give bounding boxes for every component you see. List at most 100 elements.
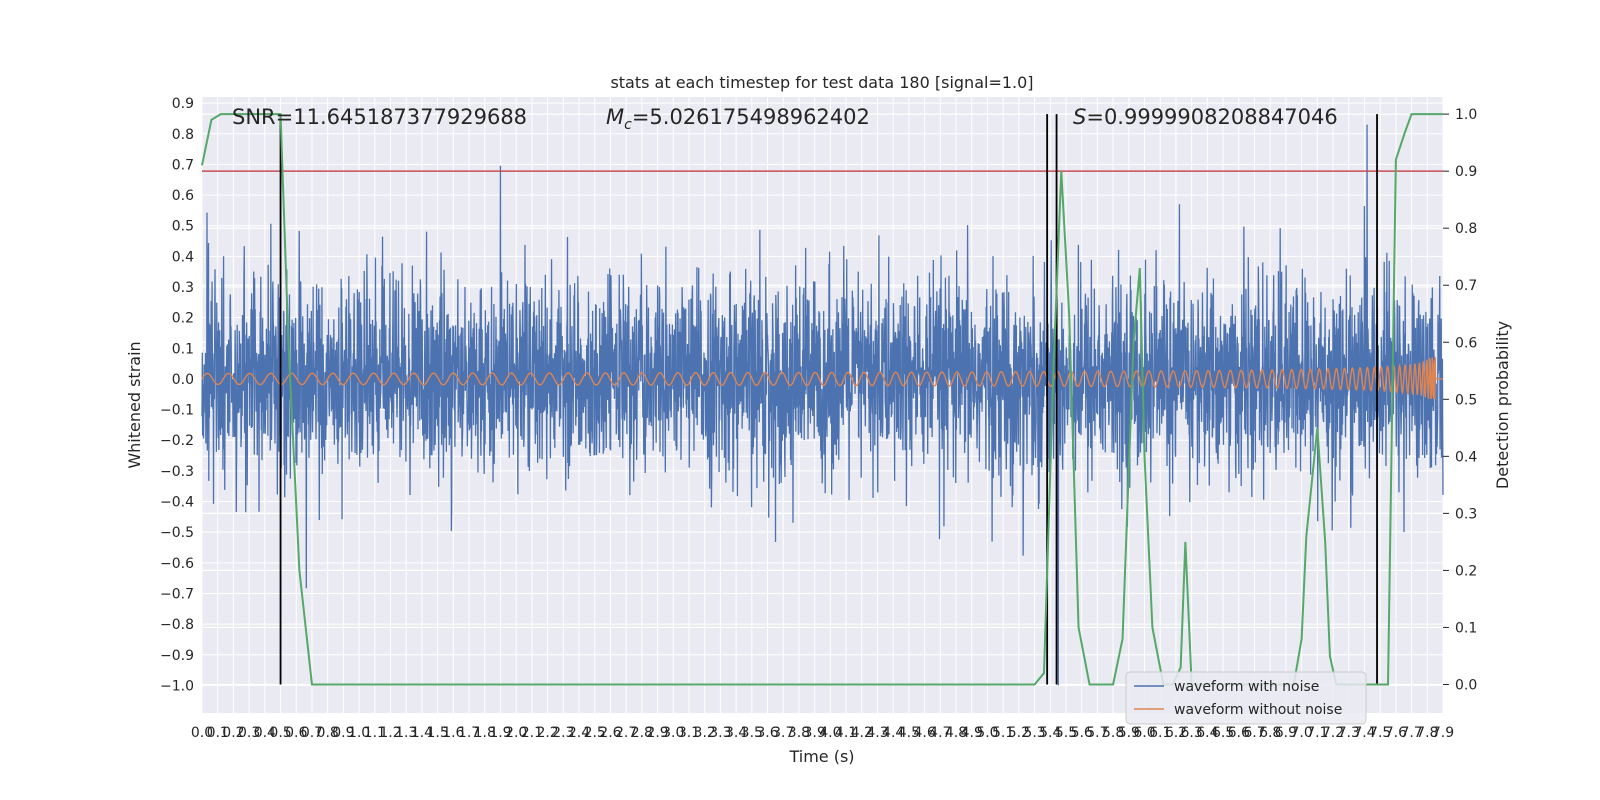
chart-title: stats at each timestep for test data 180…	[610, 73, 1033, 92]
x-tick-label: 1.1	[364, 725, 386, 741]
x-tick-label: 7.0	[1290, 725, 1312, 741]
x-tick-label: 7.8	[1416, 725, 1438, 741]
x-tick-label: 2.6	[599, 725, 621, 741]
y-tick-label: −0.7	[160, 586, 194, 602]
score-annotation: S=0.9999908208847046	[1073, 105, 1338, 129]
x-axis-label: Time (s)	[788, 747, 854, 766]
x-tick-label: 5.7	[1086, 725, 1108, 741]
legend-label-clean: waveform without noise	[1174, 702, 1342, 718]
x-tick-label: 1.4	[411, 725, 433, 741]
y2-tick-label: 0.7	[1455, 278, 1477, 294]
y2-tick-label: 0.4	[1455, 449, 1477, 465]
x-tick-label: 2.7	[615, 725, 637, 741]
x-tick-label: 4.7	[929, 725, 951, 741]
x-tick-label: 6.5	[1212, 725, 1234, 741]
y-axis-label: Whitened strain	[125, 341, 144, 468]
chirp-mass-value: =5.026175498962402	[632, 105, 870, 129]
x-tick-label: 2.0	[505, 725, 527, 741]
y-tick-label: 0.7	[172, 157, 194, 173]
x-tick-label: 3.2	[694, 725, 716, 741]
legend-label-noise: waveform with noise	[1174, 679, 1319, 695]
y-tick-label: 0.6	[172, 188, 194, 204]
x-tick-label: 6.4	[1196, 725, 1218, 741]
x-tick-label: 1.2	[379, 725, 401, 741]
x-tick-label: 2.8	[631, 725, 653, 741]
y2-tick-label: 0.0	[1455, 677, 1477, 693]
x-tick-label: 4.1	[835, 725, 857, 741]
x-tick-label: 0.2	[222, 725, 244, 741]
x-tick-label: 5.4	[1039, 725, 1061, 741]
x-tick-label: 4.2	[851, 725, 873, 741]
x-tick-label: 4.5	[898, 725, 920, 741]
x-tick-label: 4.9	[961, 725, 983, 741]
x-tick-label: 6.0	[1133, 725, 1155, 741]
y2-tick-label: 0.3	[1455, 506, 1477, 522]
chirp-mass-symbol: M	[606, 105, 624, 129]
x-tick-label: 0.7	[301, 725, 323, 741]
x-tick-label: 7.2	[1322, 725, 1344, 741]
x-tick-label: 0.9	[332, 725, 354, 741]
x-tick-label: 2.1	[521, 725, 543, 741]
x-tick-label: 3.3	[709, 725, 731, 741]
x-tick-label: 5.8	[1102, 725, 1124, 741]
x-tick-label: 5.6	[1071, 725, 1093, 741]
x-tick-label: 2.4	[568, 725, 590, 741]
x-tick-label: 6.1	[1149, 725, 1171, 741]
y-tick-label: 0.9	[172, 96, 194, 112]
y-tick-label: 0.3	[172, 280, 194, 296]
x-tick-label: 7.3	[1338, 725, 1360, 741]
x-tick-label: 1.5	[427, 725, 449, 741]
x-tick-label: 1.9	[489, 725, 511, 741]
x-tick-label: 1.8	[474, 725, 496, 741]
x-tick-label: 6.7	[1243, 725, 1265, 741]
x-tick-label: 2.2	[536, 725, 558, 741]
y2-tick-label: 0.5	[1455, 392, 1477, 408]
y-tick-label: −0.5	[160, 525, 194, 541]
x-tick-label: 4.6	[913, 725, 935, 741]
x-tick-label: 6.6	[1228, 725, 1250, 741]
x-tick-label: 0.6	[285, 725, 307, 741]
x-tick-label: 3.0	[662, 725, 684, 741]
y-tick-label: 0.4	[172, 249, 194, 265]
x-tick-label: 1.7	[458, 725, 480, 741]
y-tick-label: −0.9	[160, 648, 194, 664]
legend: waveform with noise waveform without noi…	[1125, 671, 1367, 725]
chirp-mass-subscript: c	[624, 117, 632, 133]
x-tick-label: 3.9	[804, 725, 826, 741]
x-tick-label: 2.5	[584, 725, 606, 741]
x-tick-label: 2.9	[646, 725, 668, 741]
x-tick-label: 4.0	[819, 725, 841, 741]
x-tick-label: 5.1	[992, 725, 1014, 741]
y-tick-label: −0.3	[160, 464, 194, 480]
legend-box	[1125, 671, 1367, 725]
y2-tick-label: 1.0	[1455, 107, 1477, 123]
y-tick-label: −0.8	[160, 617, 194, 633]
score-value: =0.9999908208847046	[1086, 105, 1337, 129]
y2-tick-label: 0.8	[1455, 221, 1477, 237]
x-tick-label: 3.4	[725, 725, 747, 741]
y2-tick-label: 0.2	[1455, 563, 1477, 579]
y-tick-label: −0.1	[160, 403, 194, 419]
y-tick-label: −0.4	[160, 495, 194, 511]
noise-waveform-line	[201, 124, 1444, 686]
x-tick-label: 6.2	[1165, 725, 1187, 741]
y-tick-label: 0.8	[172, 127, 194, 143]
x-tick-label: 6.9	[1275, 725, 1297, 741]
x-tick-label: 0.4	[254, 725, 276, 741]
x-tick-label: 0.8	[317, 725, 339, 741]
x-tick-label: 0.0	[191, 725, 213, 741]
x-tick-label: 5.9	[1118, 725, 1140, 741]
y-tick-label: −0.2	[160, 433, 194, 449]
y2-tick-label: 0.9	[1455, 164, 1477, 180]
x-tick-label: 7.4	[1353, 725, 1375, 741]
x-tick-label: 3.6	[756, 725, 778, 741]
x-tick-label: 7.5	[1369, 725, 1391, 741]
x-tick-label: 0.3	[238, 725, 260, 741]
x-tick-label: 3.7	[772, 725, 794, 741]
x-tick-label: 7.1	[1306, 725, 1328, 741]
clean-waveform-line	[201, 356, 1443, 400]
x-tick-label: 6.8	[1259, 725, 1281, 741]
chirp-mass-annotation: Mc=5.026175498962402	[606, 105, 870, 133]
y-tick-label: 0.1	[172, 341, 194, 357]
y-tick-label: 0.5	[172, 219, 194, 235]
